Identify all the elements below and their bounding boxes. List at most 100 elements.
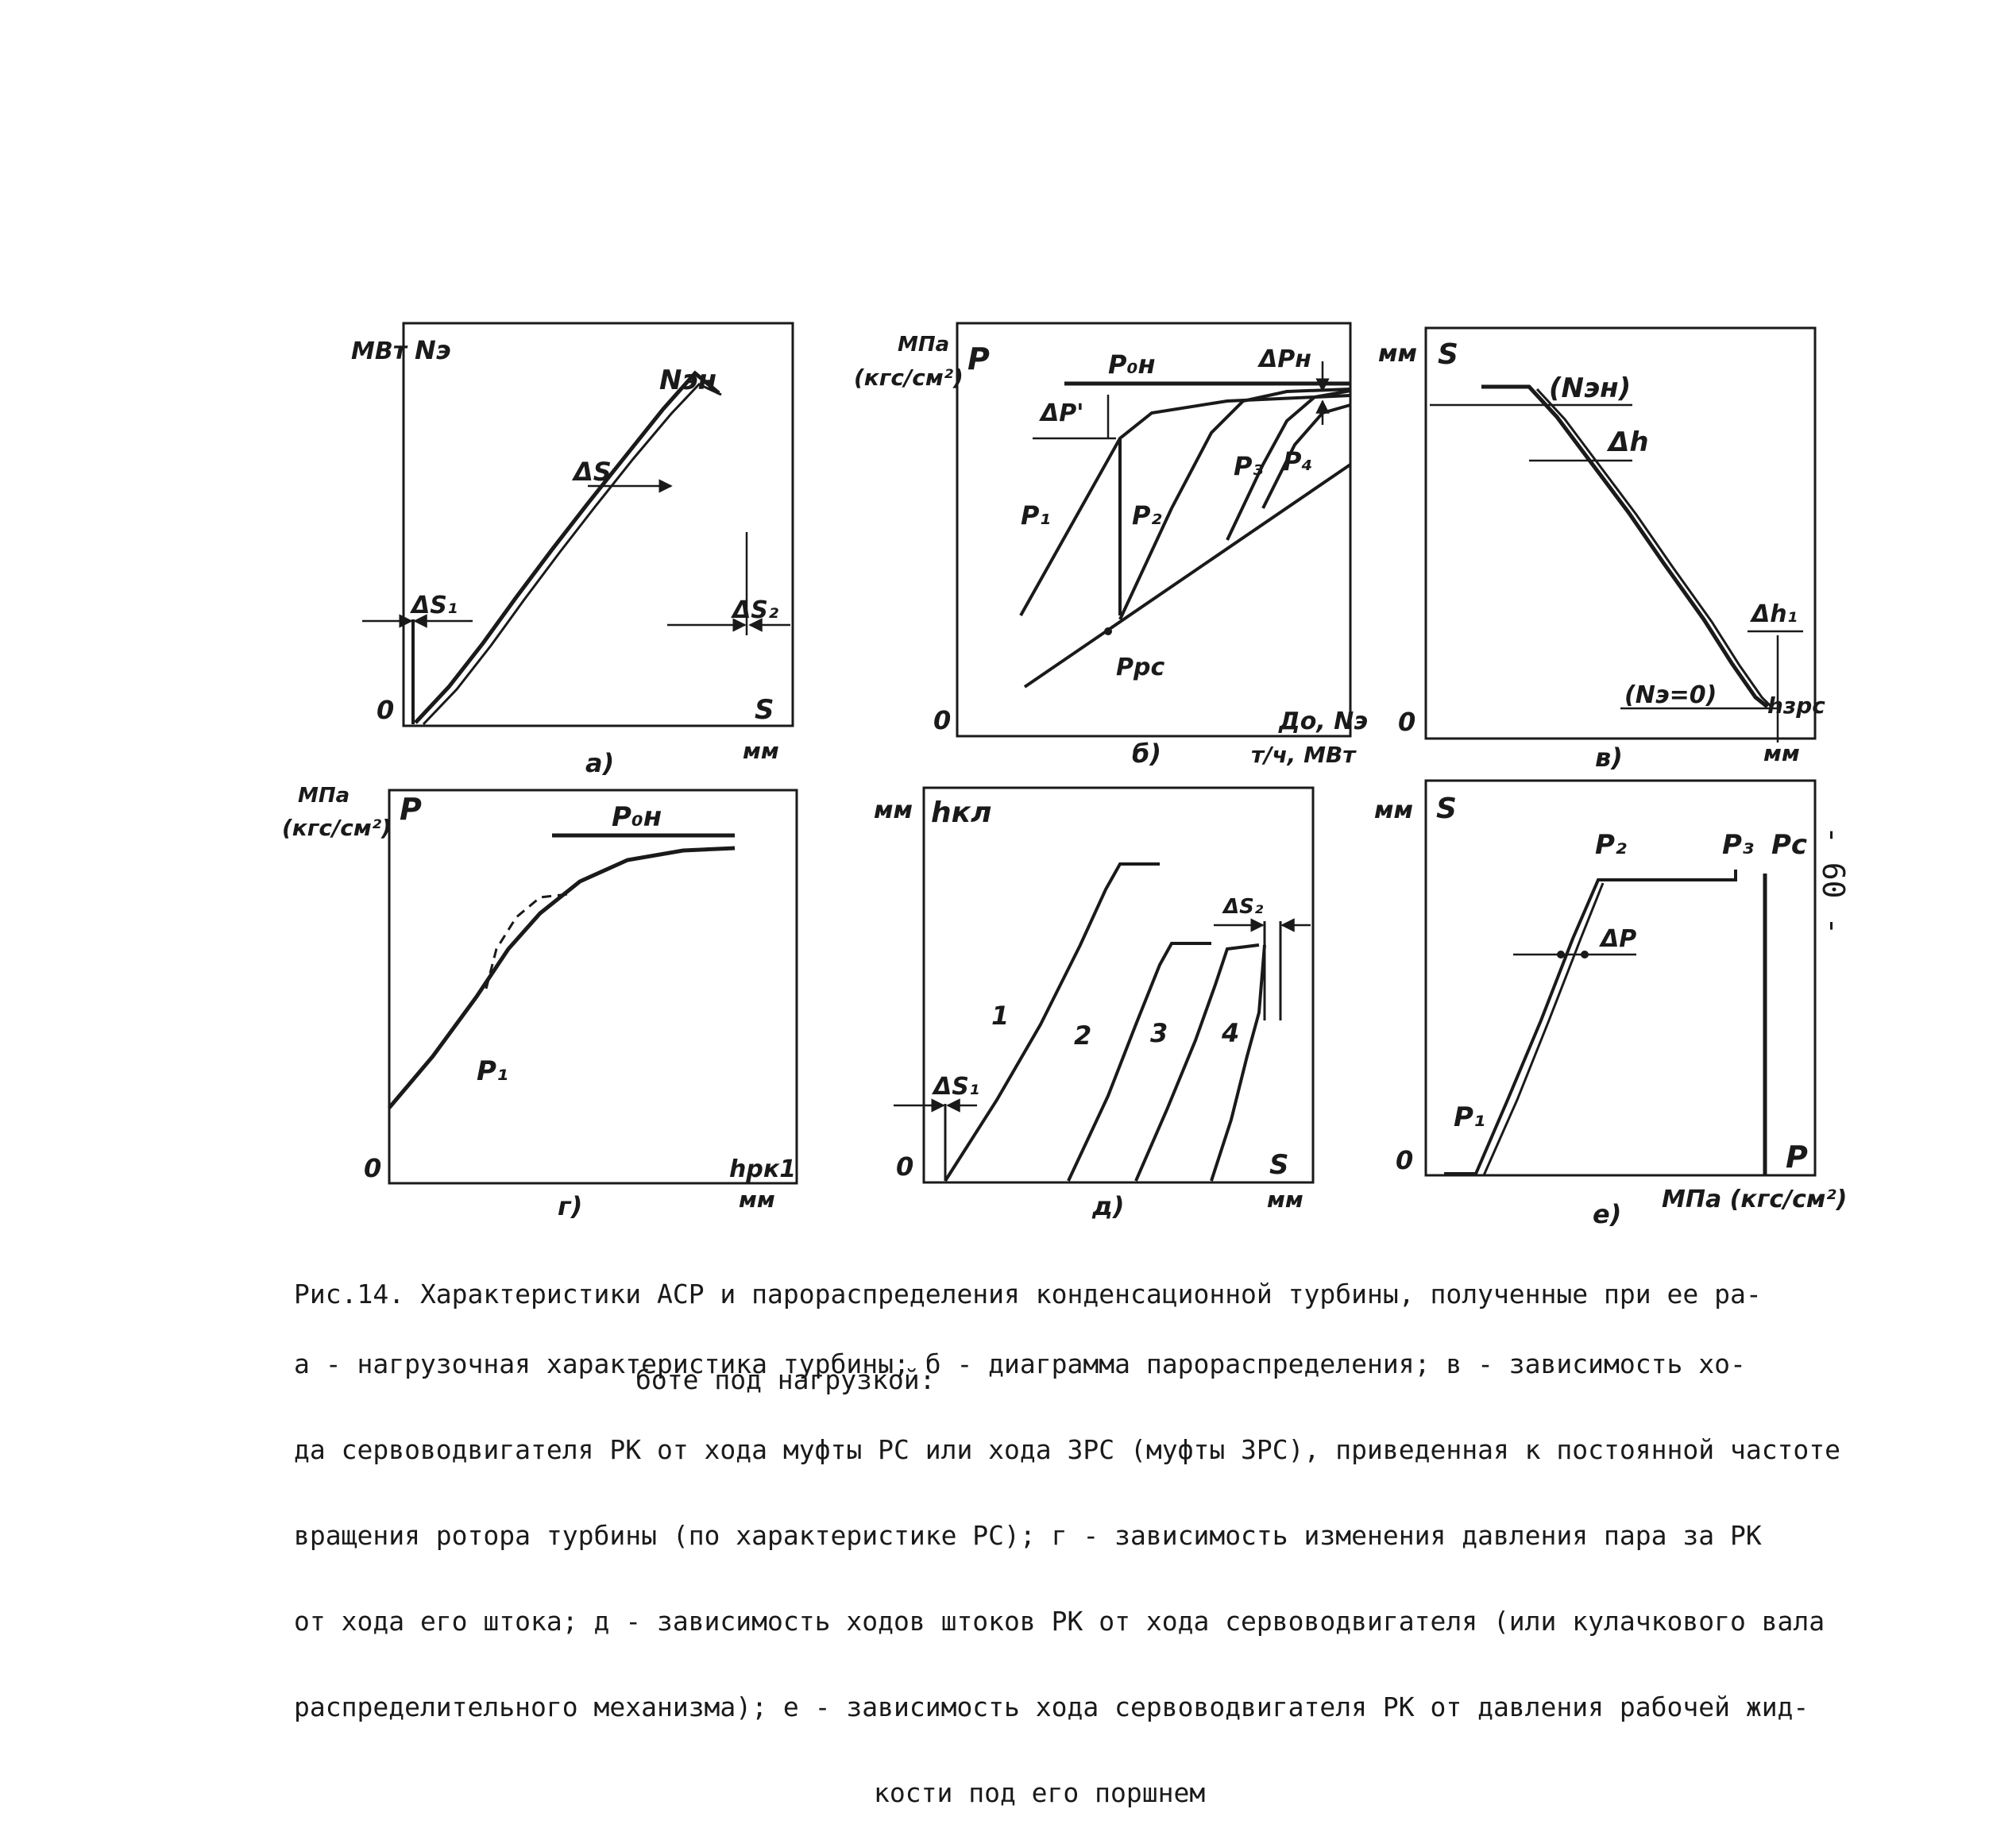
panel-g: МПа (кгс/см²) P P₀н P₁ 0 hрк1 мм г) xyxy=(282,784,798,1221)
panel-a-label-nnom: Nэн xyxy=(659,364,716,396)
panel-e-sublabel: е) xyxy=(1593,1199,1621,1229)
panel-g-origin: 0 xyxy=(364,1153,381,1183)
panel-e-delta-p-dot-1 xyxy=(1557,951,1565,958)
legend-line-2: да сервоводвигателя РК от хода муфты РС … xyxy=(294,1434,1841,1465)
panel-v-label-delta-h: Δh xyxy=(1606,426,1649,458)
panel-e-curve-2 xyxy=(1482,882,1605,1176)
panel-v-frame xyxy=(1424,326,1817,740)
figure-caption: Рис.14. Характеристики АСР и парораспред… xyxy=(294,1223,1762,1423)
panel-a-label-delta-s2: ΔS₂ xyxy=(731,596,778,624)
caption-line-1: Рис.14. Характеристики АСР и парораспред… xyxy=(294,1279,1762,1310)
panel-d-label-ds1: ΔS₁ xyxy=(932,1073,979,1101)
panel-e-origin: 0 xyxy=(1396,1145,1413,1175)
panel-d-frame xyxy=(922,786,1315,1184)
panel-v-label-nnom: (Nэн) xyxy=(1549,372,1631,404)
panel-b-curve-p4 xyxy=(1261,403,1351,509)
panel-b-label-p1: P₁ xyxy=(1021,500,1050,530)
panel-e-curve xyxy=(1444,870,1737,1175)
panel-d-curve-3 xyxy=(1134,943,1260,1182)
panel-d-origin: 0 xyxy=(896,1151,913,1182)
panel-a-x-unit: мм xyxy=(743,738,779,764)
panel-v: мм S (Nэн) Δh Δh₁ (Nэ=0) hзрс 0 мм в) xyxy=(1378,326,1825,773)
panel-e: мм S P₂ P₃ Pс ΔP P₁ 0 P МПа (кгс/см²) е) xyxy=(1374,779,1847,1229)
panel-v-curve-2 xyxy=(1535,388,1775,710)
panel-g-y-unit-1: МПа xyxy=(298,784,350,808)
panel-v-label-delta-h1: Δh₁ xyxy=(1750,600,1798,628)
panel-b-y-unit-1: МПа xyxy=(898,333,949,357)
page-number: - 60 - xyxy=(1816,826,1851,935)
panel-a-x-name: S xyxy=(755,694,774,726)
figure-legend: а - нагрузочная характеристика турбины; … xyxy=(294,1293,1840,1836)
panel-e-label-p2: P₂ xyxy=(1595,829,1627,861)
panel-e-label-delta-p: ΔP xyxy=(1599,925,1636,953)
panel-a-y-name: Nэ xyxy=(415,335,451,365)
panel-g-sublabel: г) xyxy=(558,1191,582,1221)
legend-line-6: кости под его поршнем xyxy=(874,1777,1206,1808)
panel-v-x-unit: мм xyxy=(1763,740,1800,766)
panel-b-label-ppc: Pрс xyxy=(1116,654,1164,681)
panel-g-frame xyxy=(388,789,798,1185)
legend-line-3: вращения ротора турбины (по характеристи… xyxy=(294,1520,1762,1551)
panel-e-y-unit: мм xyxy=(1374,796,1413,824)
panel-b-x-unit: т/ч, МВт xyxy=(1251,742,1357,768)
panel-d-curve-2 xyxy=(1067,942,1211,1182)
figure-14: МВт Nэ Nэн ΔS ΔS₁ ΔS₂ 0 S мм а) МПа (кгс… xyxy=(282,322,1847,1229)
panel-d-x-unit: мм xyxy=(1267,1186,1303,1213)
panel-a-origin: 0 xyxy=(377,695,394,725)
panel-b-label-delta-pn: ΔPн xyxy=(1257,345,1311,373)
panel-a-load-curve xyxy=(414,370,720,724)
panel-b-label-p4: P₄ xyxy=(1283,446,1312,476)
panel-v-curve xyxy=(1481,384,1769,708)
panel-a-frame xyxy=(402,322,794,727)
panel-b-x-name: До, Nэ xyxy=(1278,708,1368,735)
panel-a-y-unit: МВт xyxy=(351,338,408,365)
panel-e-x-unit: МПа (кгс/см²) xyxy=(1662,1186,1847,1213)
panel-b-curve-p3 xyxy=(1226,389,1351,541)
panel-g-dashed-curve xyxy=(485,893,569,989)
panel-d-label-4: 4 xyxy=(1221,1018,1239,1048)
panel-a-label-delta-s1: ΔS₁ xyxy=(410,592,458,619)
panel-g-curve xyxy=(388,846,736,1109)
panel-d-y-name: hкл xyxy=(931,796,991,829)
panel-b-y-unit-2: (кгс/см²) xyxy=(854,364,964,391)
panel-v-origin: 0 xyxy=(1398,707,1415,737)
panel-v-label-hzrs: hзрс xyxy=(1767,692,1825,719)
panel-d-y-unit: мм xyxy=(874,796,913,824)
panel-b-label-delta-p1: ΔP' xyxy=(1039,399,1083,427)
panel-b-sublabel: б) xyxy=(1132,739,1161,769)
panel-g-x-name: hрк1 xyxy=(729,1155,796,1183)
panel-e-label-p1: P₁ xyxy=(1454,1101,1485,1133)
panel-g-label-p0n: P₀н xyxy=(612,801,662,833)
panel-v-y-unit: мм xyxy=(1378,340,1417,368)
panel-e-x-name: P xyxy=(1786,1140,1808,1174)
panel-d-curve-4 xyxy=(1210,944,1266,1182)
panel-e-label-pc: Pс xyxy=(1771,829,1807,861)
panel-a-label-delta-s: ΔS xyxy=(571,457,612,487)
panel-a-sublabel: а) xyxy=(585,748,614,778)
panel-b: МПа (кгс/см²) P P₀н ΔPн ΔP' P₁ P₂ P₃ P₄ … xyxy=(854,322,1368,769)
panel-d-curve-1 xyxy=(944,862,1160,1182)
panel-e-label-p3: P₃ xyxy=(1722,829,1754,861)
legend-line-5: распределительного механизма); е - завис… xyxy=(294,1691,1809,1722)
panel-e-frame xyxy=(1424,779,1817,1177)
legend-line-4: от хода его штока; д - зависимость ходов… xyxy=(294,1606,1825,1637)
panel-b-frame xyxy=(956,322,1352,738)
panel-g-x-unit: мм xyxy=(739,1186,775,1213)
panel-v-y-name: S xyxy=(1438,338,1458,371)
panel-d-label-1: 1 xyxy=(991,1001,1009,1031)
panel-d: мм hкл 1 2 3 4 ΔS₁ ΔS₂ 0 S мм д) xyxy=(874,786,1315,1221)
panel-e-delta-p-dot-2 xyxy=(1581,951,1589,958)
panel-b-curve-p2 xyxy=(1118,388,1351,620)
panel-a-load-curve-2 xyxy=(422,383,722,726)
panel-b-y-name: P xyxy=(967,341,990,376)
panel-b-ppc-line xyxy=(1023,463,1352,688)
panel-d-label-3: 3 xyxy=(1150,1018,1168,1048)
panel-d-x-name: S xyxy=(1269,1149,1289,1181)
caption-line-2: боте под нагрузкой: xyxy=(635,1364,936,1395)
panel-b-label-p2: P₂ xyxy=(1132,500,1161,530)
legend-line-1: а - нагрузочная характеристика турбины; … xyxy=(294,1348,1746,1379)
panel-v-label-nzero: (Nэ=0) xyxy=(1624,681,1717,709)
panel-b-label-p3: P₃ xyxy=(1234,451,1263,481)
panel-d-sublabel: д) xyxy=(1091,1191,1124,1221)
panel-b-label-p0n: P₀н xyxy=(1108,349,1156,380)
